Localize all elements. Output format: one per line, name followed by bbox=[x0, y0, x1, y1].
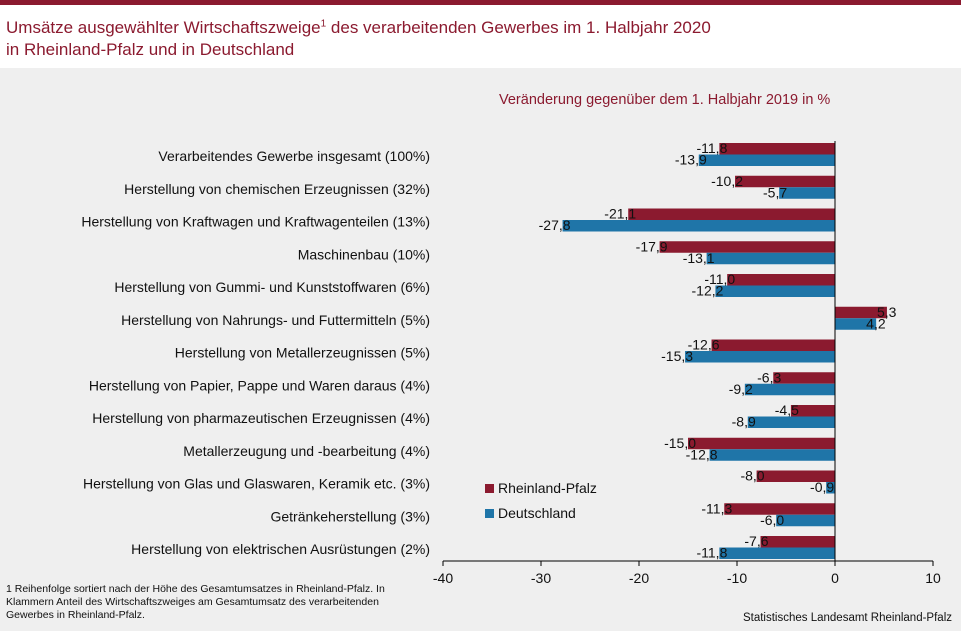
data-label: 5,3 bbox=[877, 304, 897, 320]
bar-rheinland-pfalz bbox=[727, 274, 835, 286]
data-label: -13,9 bbox=[675, 152, 707, 168]
data-label: -17,9 bbox=[636, 238, 668, 254]
category-label: Herstellung von Nahrungs- und Futtermitt… bbox=[121, 312, 430, 328]
bar-deutschland bbox=[562, 220, 835, 232]
category-label: Maschinenbau (10%) bbox=[298, 246, 430, 262]
top-accent-bar bbox=[0, 0, 961, 5]
data-label: -5,7 bbox=[763, 184, 787, 200]
category-label: Herstellung von elektrischen Ausrüstunge… bbox=[131, 541, 430, 557]
bar-rheinland-pfalz bbox=[760, 536, 835, 548]
data-label: -15,3 bbox=[661, 348, 693, 364]
bar-rheinland-pfalz bbox=[659, 241, 835, 253]
data-label: -27,8 bbox=[539, 217, 571, 233]
data-label: -21,1 bbox=[604, 206, 636, 222]
data-label: -12,8 bbox=[686, 446, 718, 462]
data-label: -4,5 bbox=[775, 402, 799, 418]
title-line1: Umsätze ausgewählter Wirtschaftszweige1 … bbox=[6, 18, 711, 37]
category-label: Herstellung von pharmazeutischen Erzeugn… bbox=[92, 410, 430, 426]
data-label: -8,9 bbox=[732, 414, 756, 430]
data-label: -6,0 bbox=[760, 512, 784, 528]
legend-label: Rheinland-Pfalz bbox=[498, 480, 597, 496]
footnote: 1 Reihenfolge sortiert nach der Höhe des… bbox=[6, 583, 385, 621]
bar-rheinland-pfalz bbox=[773, 372, 835, 384]
bar-deutschland bbox=[706, 252, 835, 265]
bar-rheinland-pfalz bbox=[688, 437, 835, 450]
data-label: -11,8 bbox=[696, 140, 727, 156]
x-tick-label: 10 bbox=[925, 570, 941, 586]
bar-deutschland bbox=[698, 154, 835, 166]
data-label: -13,1 bbox=[683, 250, 715, 266]
category-label: Herstellung von Glas und Glaswaren, Kera… bbox=[83, 476, 430, 492]
bar-deutschland bbox=[715, 285, 835, 297]
x-tick-label: -40 bbox=[433, 570, 453, 586]
data-label: -0,9 bbox=[810, 479, 834, 495]
bar-deutschland bbox=[685, 351, 835, 363]
data-label: -11,0 bbox=[704, 271, 735, 287]
x-tick-label: -30 bbox=[531, 570, 551, 586]
bar-deutschland bbox=[709, 449, 835, 461]
bar-deutschland bbox=[779, 187, 835, 199]
legend-swatch-deutschland bbox=[485, 509, 494, 518]
category-label: Herstellung von chemischen Erzeugnissen … bbox=[124, 181, 430, 197]
legend-label: Deutschland bbox=[498, 505, 576, 521]
x-tick-label: 0 bbox=[831, 570, 839, 586]
title-text-part1: Umsätze ausgewählter Wirtschaftszweige bbox=[6, 17, 321, 37]
chart-title: Umsätze ausgewählter Wirtschaftszweige1 … bbox=[6, 13, 711, 61]
category-label: Verarbeitendes Gewerbe insgesamt (100%) bbox=[158, 148, 430, 164]
data-label: -12,2 bbox=[692, 283, 724, 299]
bar-rheinland-pfalz bbox=[756, 470, 835, 482]
bar-rheinland-pfalz bbox=[711, 339, 835, 351]
bar-deutschland bbox=[744, 383, 835, 396]
data-label: -7,6 bbox=[744, 533, 768, 549]
bar-deutschland bbox=[719, 547, 835, 559]
bar-rheinland-pfalz bbox=[835, 306, 887, 319]
category-label: Getränkeherstellung (3%) bbox=[270, 508, 430, 524]
bar-rheinland-pfalz bbox=[735, 175, 835, 188]
bar-rheinland-pfalz bbox=[719, 143, 835, 155]
x-tick-label: -20 bbox=[629, 570, 649, 586]
category-label: Metallerzeugung und -bearbeitung (4%) bbox=[183, 443, 430, 459]
category-label: Herstellung von Papier, Pappe und Waren … bbox=[89, 377, 430, 393]
chart-subtitle: Veränderung gegenüber dem 1. Halbjahr 20… bbox=[499, 92, 831, 108]
data-label: -6,3 bbox=[757, 369, 781, 385]
data-label: -15,0 bbox=[664, 435, 696, 451]
bar-deutschland bbox=[835, 318, 877, 330]
data-label: -11,3 bbox=[701, 500, 732, 516]
source-note: Statistisches Landesamt Rheinland-Pfalz bbox=[742, 612, 952, 624]
x-tick-label: -10 bbox=[727, 570, 747, 586]
category-label: Herstellung von Gummi- und Kunststoffwar… bbox=[114, 279, 430, 295]
bar-rheinland-pfalz bbox=[724, 503, 835, 515]
title-line2: in Rheinland-Pfalz und in Deutschland bbox=[6, 39, 295, 59]
title-footnote-marker: 1 bbox=[320, 18, 327, 29]
data-label: -10,2 bbox=[711, 173, 743, 189]
data-label: -8,0 bbox=[740, 468, 764, 484]
bar-rheinland-pfalz bbox=[790, 405, 835, 417]
category-label: Herstellung von Kraftwagen und Kraftwage… bbox=[81, 214, 430, 230]
bar-deutschland bbox=[747, 416, 835, 428]
category-label: Herstellung von Metallerzeugnissen (5%) bbox=[175, 345, 430, 361]
data-label: 4,2 bbox=[866, 315, 886, 331]
bar-deutschland bbox=[826, 482, 835, 494]
bar-rheinland-pfalz bbox=[628, 208, 835, 220]
title-text-part2: des verarbeitenden Gewerbes im 1. Halbja… bbox=[326, 17, 711, 37]
data-label: -11,8 bbox=[696, 545, 727, 561]
data-label: -9,2 bbox=[729, 381, 753, 397]
data-label: -12,6 bbox=[688, 337, 720, 353]
title-box: Umsätze ausgewählter Wirtschaftszweige1 … bbox=[0, 5, 961, 68]
legend-swatch-rheinland-pfalz bbox=[485, 484, 494, 493]
bar-deutschland bbox=[776, 514, 835, 527]
